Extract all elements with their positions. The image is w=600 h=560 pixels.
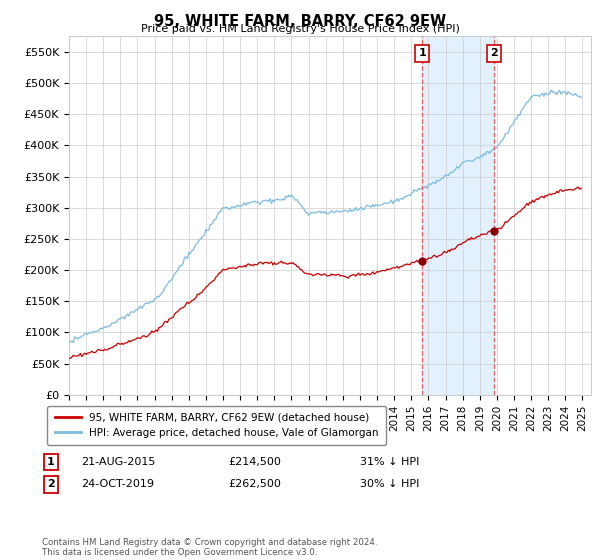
Text: 2: 2 (490, 48, 497, 58)
Legend: 95, WHITE FARM, BARRY, CF62 9EW (detached house), HPI: Average price, detached h: 95, WHITE FARM, BARRY, CF62 9EW (detache… (47, 405, 386, 445)
Text: Contains HM Land Registry data © Crown copyright and database right 2024.
This d: Contains HM Land Registry data © Crown c… (42, 538, 377, 557)
Text: 2: 2 (47, 479, 55, 489)
Text: 24-OCT-2019: 24-OCT-2019 (81, 479, 154, 489)
Text: £262,500: £262,500 (228, 479, 281, 489)
Text: Price paid vs. HM Land Registry's House Price Index (HPI): Price paid vs. HM Land Registry's House … (140, 24, 460, 34)
Text: 1: 1 (47, 457, 55, 467)
Text: 31% ↓ HPI: 31% ↓ HPI (360, 457, 419, 467)
Text: 30% ↓ HPI: 30% ↓ HPI (360, 479, 419, 489)
Text: 95, WHITE FARM, BARRY, CF62 9EW: 95, WHITE FARM, BARRY, CF62 9EW (154, 14, 446, 29)
Text: 21-AUG-2015: 21-AUG-2015 (81, 457, 155, 467)
Text: £214,500: £214,500 (228, 457, 281, 467)
Bar (422, 36, 494, 395)
Text: 1: 1 (418, 48, 426, 58)
